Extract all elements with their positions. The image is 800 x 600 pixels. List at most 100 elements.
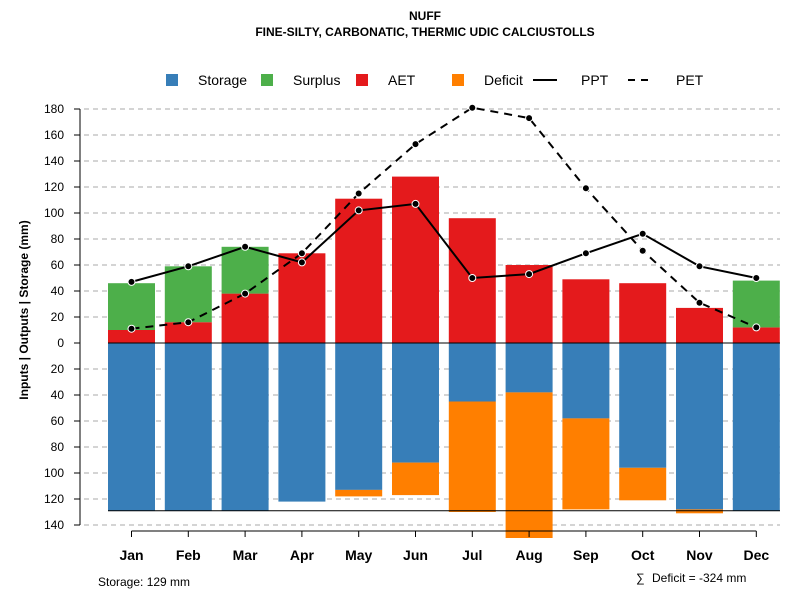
ppt-point <box>638 229 647 238</box>
y-tick-label: 100 <box>44 206 64 220</box>
ppt-point <box>354 206 363 215</box>
lines <box>108 103 780 512</box>
aet-bar <box>164 322 212 343</box>
surplus-bar <box>164 266 212 323</box>
storage-bar <box>676 343 723 510</box>
x-tick-label: Feb <box>176 547 201 563</box>
pet-point <box>581 184 590 193</box>
chart-subtitle: FINE-SILTY, CARBONATIC, THERMIC UDIC CAL… <box>255 25 594 39</box>
storage-bar <box>619 343 667 468</box>
y-tick-label: 100 <box>44 466 64 480</box>
storage-bar <box>732 343 780 511</box>
deficit-bar <box>562 418 610 510</box>
storage-bar <box>335 343 383 490</box>
y-tick-label: 40 <box>51 284 65 298</box>
aet-bar <box>278 253 326 343</box>
pet-point <box>241 289 250 298</box>
aet-bar <box>108 330 155 343</box>
pet-line <box>131 106 757 330</box>
pet-point <box>184 318 193 327</box>
x-tick-label: May <box>345 547 372 563</box>
y-axis-label: Inputs | Outputs | Storage (mm) <box>17 220 31 399</box>
deficit-bar <box>392 462 439 496</box>
surplus-bar <box>108 283 155 330</box>
x-tick-label: Jul <box>462 547 482 563</box>
storage-bar <box>221 343 269 511</box>
legend-label-storage: Storage <box>198 72 247 88</box>
aet-bar <box>619 283 667 343</box>
legend-swatch-storage <box>166 74 178 86</box>
ppt-point <box>752 274 761 282</box>
aet-bar <box>676 307 723 343</box>
y-tick-label: 120 <box>44 492 64 506</box>
x-tick-label: Jan <box>119 547 143 563</box>
storage-note: Storage: 129 mm <box>98 575 190 589</box>
deficit-bar <box>505 392 553 538</box>
y-tick-label: 20 <box>51 362 65 376</box>
pet-point <box>525 114 534 123</box>
deficit-bar <box>676 509 723 514</box>
surplus-bar <box>732 280 780 328</box>
storage-bar <box>278 343 326 502</box>
storage-bar <box>392 343 439 463</box>
deficit-bar <box>619 467 667 501</box>
y-tick-label: 80 <box>51 232 65 246</box>
deficit-bar <box>335 489 383 497</box>
y-tick-label: 80 <box>51 440 65 454</box>
y-tick-label: 60 <box>51 414 65 428</box>
x-tick-label: Nov <box>686 547 713 563</box>
legend-swatch-deficit <box>452 74 464 86</box>
legend-label-surplus: Surplus <box>293 72 340 88</box>
y-tick-label: 160 <box>44 128 64 142</box>
x-tick-label: Sep <box>573 547 599 563</box>
storage-bar <box>164 343 212 511</box>
ppt-point <box>297 258 306 267</box>
pet-point <box>752 323 761 332</box>
surplus-bar <box>221 246 269 294</box>
legend-label-aet: AET <box>388 72 416 88</box>
legend-swatch-aet <box>356 74 368 86</box>
pet-point <box>411 140 420 149</box>
pet-point <box>354 189 363 198</box>
ppt-point <box>127 277 136 286</box>
ppt-point <box>468 274 477 282</box>
storage-bar <box>448 343 496 402</box>
legend-swatch-surplus <box>261 74 273 86</box>
x-tick-label: Mar <box>233 547 258 563</box>
aet-bar <box>732 327 780 343</box>
legend-label-ppt: PPT <box>581 72 609 88</box>
x-tick-label: Dec <box>743 547 769 563</box>
y-tick-label: 140 <box>44 154 64 168</box>
ppt-line <box>131 202 757 283</box>
ppt-point <box>184 262 193 271</box>
pet-point <box>468 103 477 112</box>
deficit-bar <box>448 401 496 512</box>
pet-point <box>638 246 647 255</box>
x-tick-label: Jun <box>403 547 428 563</box>
axes: 180 160 140 120 100 80 60 40 20 0 20 40 60 80 100 120 14… <box>44 102 769 563</box>
storage-bar <box>108 343 155 511</box>
chart-title: NUFF <box>409 9 441 23</box>
storage-bar <box>505 343 553 393</box>
y-tick-label: 20 <box>51 310 65 324</box>
y-tick-label: 180 <box>44 102 64 116</box>
y-tick-label: 120 <box>44 180 64 194</box>
y-tick-label: 140 <box>44 518 64 532</box>
legend-label-pet: PET <box>676 72 704 88</box>
ppt-point <box>411 199 420 208</box>
storage-bar <box>562 343 610 419</box>
pet-point <box>297 249 306 258</box>
aet-bar <box>562 279 610 343</box>
ppt-point <box>525 270 534 279</box>
x-tick-label: Aug <box>515 547 542 563</box>
aet-bar <box>335 198 383 343</box>
pet-point <box>127 324 136 333</box>
legend-label-deficit: Deficit <box>484 72 523 88</box>
sum-icon: ∑ <box>636 571 645 585</box>
deficit-note: Deficit = -324 mm <box>652 571 746 585</box>
ppt-point <box>581 249 590 258</box>
pet-point <box>695 298 704 307</box>
bars <box>108 176 780 538</box>
x-tick-label: Oct <box>631 547 655 563</box>
